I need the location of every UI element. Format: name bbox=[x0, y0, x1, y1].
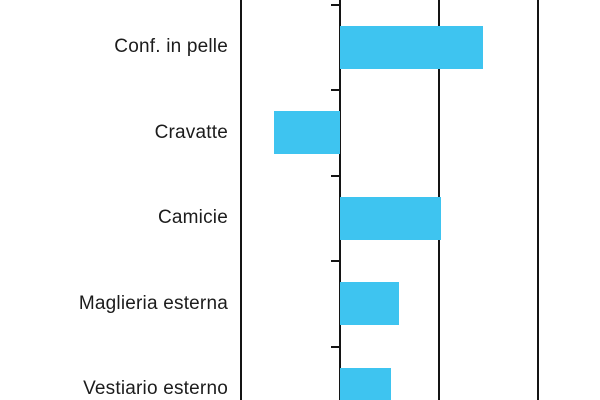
bar-conf-in-pelle bbox=[340, 25, 483, 69]
gridline bbox=[537, 0, 539, 400]
category-label-vestiario-esterno: Vestiario esterno bbox=[83, 378, 228, 400]
category-label-camicie: Camicie bbox=[157, 207, 228, 229]
category-label-cravatte: Cravatte bbox=[154, 121, 228, 143]
bar-camicie bbox=[340, 196, 441, 240]
bar-cravatte bbox=[273, 111, 340, 155]
bar-maglieria-esterna bbox=[340, 282, 400, 326]
category-axis-tick bbox=[331, 89, 340, 91]
category-label-maglieria-esterna: Maglieria esterna bbox=[78, 292, 228, 314]
category-label-conf-in-pelle: Conf. in pelle bbox=[114, 36, 228, 58]
category-axis-tick bbox=[331, 174, 340, 177]
category-axis-tick bbox=[331, 260, 340, 262]
gridline bbox=[240, 0, 242, 400]
bar-vestiario-esterno bbox=[340, 367, 392, 400]
category-axis-tick bbox=[331, 3, 340, 6]
category-axis-tick bbox=[331, 345, 340, 348]
